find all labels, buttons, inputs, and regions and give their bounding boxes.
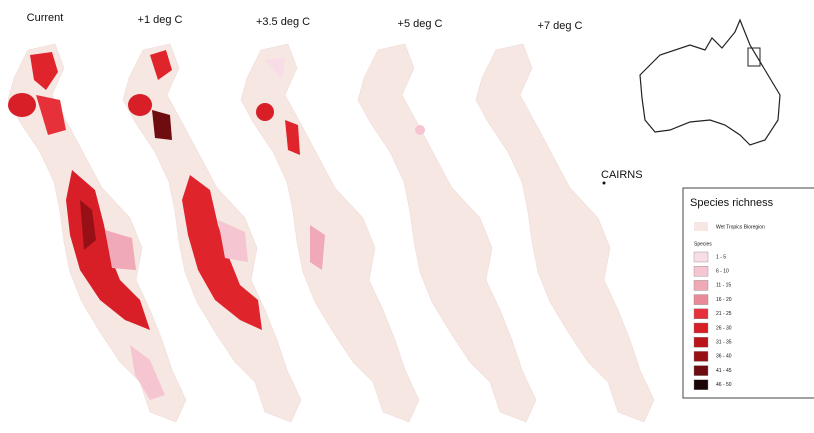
legend-label: 41 - 45 [716, 368, 732, 374]
richness-patch [8, 93, 36, 117]
legend-swatch [693, 365, 709, 376]
panel-title: +3.5 deg C [256, 16, 310, 28]
richness-patch [128, 94, 152, 116]
panel-title: +7 deg C [538, 20, 583, 32]
richness-patch [130, 345, 165, 400]
richness-patch [265, 58, 285, 80]
legend-swatch [693, 251, 709, 263]
panel-title: +5 deg C [398, 18, 443, 30]
legend: Species richness Wet Tropics Bioregion S… [682, 187, 814, 399]
richness-patch [80, 200, 96, 250]
richness-patch [415, 125, 425, 135]
panel-title: +1 deg C [138, 14, 183, 26]
richness-current [8, 52, 165, 400]
legend-swatch [693, 322, 709, 334]
richness-patch [36, 95, 66, 135]
legend-swatch [693, 294, 709, 305]
legend-label: 31 - 35 [716, 340, 732, 346]
place-marker [602, 181, 606, 185]
richness-patch [256, 103, 274, 121]
legend-label: 1 - 5 [716, 254, 726, 260]
legend-swatch [693, 379, 709, 390]
legend-subtitle: Species [694, 241, 712, 247]
richness-patch [310, 225, 325, 270]
legend-swatch [693, 266, 709, 277]
panel-title: Current [27, 12, 64, 24]
richness-plus1 [128, 50, 262, 330]
legend-region-label: Wet Tropics Bioregion [716, 224, 765, 230]
legend-swatch [693, 337, 709, 348]
richness-patch [105, 230, 136, 270]
legend-label: 21 - 25 [716, 311, 732, 317]
richness-patch [218, 220, 248, 262]
legend-label: 36 - 40 [716, 354, 732, 360]
legend-label: 11 - 15 [716, 283, 731, 289]
legend-label: 16 - 20 [716, 297, 732, 303]
legend-swatch [693, 308, 709, 319]
richness-patch [285, 120, 300, 155]
richness-patch [152, 110, 172, 140]
place-label: CAIRNS [601, 169, 643, 181]
legend-label: 46 - 50 [716, 382, 732, 388]
legend-label: 26 - 30 [716, 325, 732, 331]
legend-label: 6 - 10 [716, 269, 729, 275]
legend-swatch [693, 280, 709, 291]
richness-patch [182, 175, 262, 330]
richness-patch [150, 50, 172, 80]
richness-patch [30, 52, 58, 90]
australia-outline [639, 18, 781, 146]
legend-swatch [693, 351, 709, 362]
inset-box [747, 47, 761, 67]
richness-plus3-5 [256, 58, 325, 270]
legend-title: Species richness [690, 197, 774, 209]
legend-region-swatch [694, 222, 708, 231]
